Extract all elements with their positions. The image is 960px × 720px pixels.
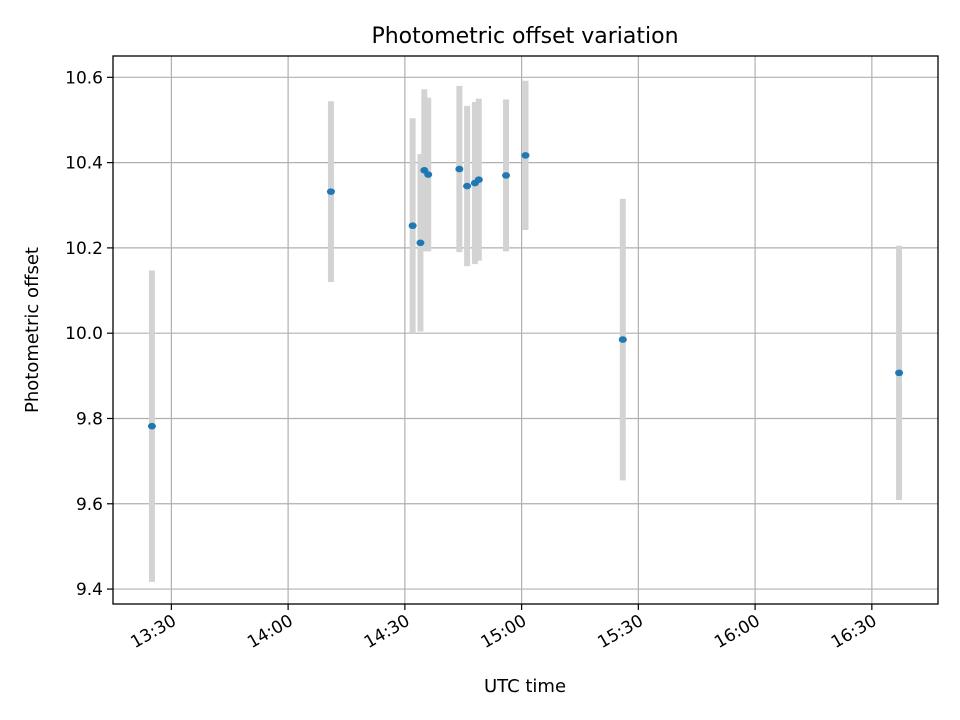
- y-tick-label: 10.6: [65, 68, 103, 88]
- x-tick-label: 14:30: [361, 611, 413, 653]
- x-tick-label: 15:30: [594, 611, 646, 653]
- x-tick-label: 15:00: [478, 611, 530, 653]
- chart-title: Photometric offset variation: [371, 24, 678, 49]
- y-tick-label: 9.4: [76, 580, 103, 600]
- data-point: [463, 182, 472, 190]
- data-point: [895, 369, 904, 377]
- y-axis-label: Photometric offset: [22, 247, 43, 413]
- data-point: [618, 336, 627, 343]
- x-tick-label: 16:00: [711, 611, 763, 653]
- y-tick-label: 9.8: [76, 409, 103, 429]
- data-point: [521, 152, 530, 159]
- data-point: [502, 172, 511, 179]
- y-tick-label: 10.0: [65, 324, 103, 344]
- data-point: [474, 176, 483, 183]
- y-tick-label: 10.2: [65, 239, 103, 259]
- x-axis-label: UTC time: [484, 676, 566, 697]
- y-tick-label: 10.4: [65, 154, 103, 174]
- plot-frame: [112, 55, 939, 605]
- x-tick-label: 14:00: [244, 611, 296, 653]
- x-tick-label: 13:30: [127, 611, 179, 653]
- data-points: [147, 152, 904, 430]
- data-point: [424, 171, 433, 178]
- x-tick-label: 16:30: [828, 611, 880, 653]
- data-point: [455, 165, 464, 173]
- data-point: [147, 422, 156, 430]
- data-point: [416, 239, 425, 247]
- y-tick-label: 9.6: [76, 495, 103, 515]
- data-point: [408, 222, 417, 230]
- data-point: [326, 188, 335, 195]
